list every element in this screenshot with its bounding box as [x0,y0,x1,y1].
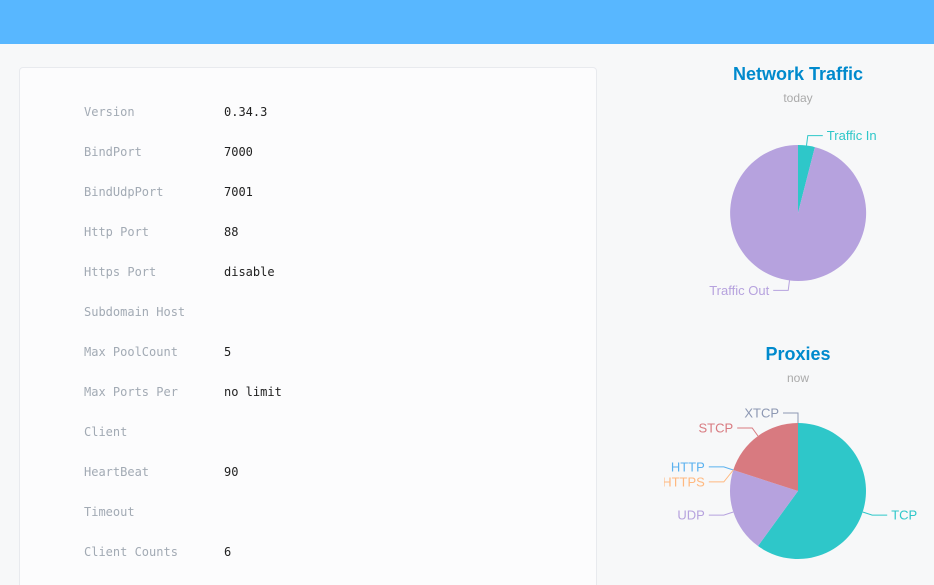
server-info-table: Version 0.34.3 BindPort 7000 BindUdpPort 7001… [84,92,282,585]
table-row: Https Port disable [84,252,282,292]
config-value: 0.34.3 [224,105,268,119]
pie-label-line [737,427,759,437]
config-label: Client Counts [84,545,178,559]
pie-label: STCP [699,421,734,436]
pie-slice-stcp[interactable] [733,423,798,491]
config-label: HeartBeat Timeout [84,465,150,519]
config-label: Http Port [84,225,150,239]
pie-label: HTTPS [664,474,705,489]
table-row: HeartBeat Timeout 90 [84,452,282,532]
config-value: disable [224,265,275,279]
pie-label: TCP [891,508,917,523]
config-label: Current Connections [84,572,224,585]
pie-label-line [708,511,734,516]
config-value: 5 [224,345,232,359]
config-value: no limit [224,385,282,399]
config-label: Https Port [84,265,157,279]
chart-subtitle: today [783,91,813,105]
pie-label-line [773,280,790,291]
pie-label: HTTP [671,459,705,474]
config-label: Version [84,105,135,119]
table-row: Http Port 88 [84,212,282,252]
table-row: Max PoolCount 5 [84,332,282,372]
pie-slice-traffic-out[interactable] [730,145,867,281]
table-row: Current Connections124 [84,572,282,585]
table-row: BindUdpPort 7001 [84,172,282,212]
config-value [224,292,282,332]
table-row: Version 0.34.3 [84,92,282,132]
pie-label: Traffic In [827,128,877,143]
table-row: BindPort 7000 [84,132,282,172]
chart-subtitle: now [786,371,809,385]
config-label: Max Ports Per Client [84,385,178,439]
config-value: 88 [224,225,239,239]
pie-label-line [783,412,799,423]
config-label: BindUdpPort [84,185,164,199]
pie-slice-udp[interactable] [729,470,798,546]
app-header [0,0,934,44]
network-traffic-pie: Traffic In Traffic Out [709,128,877,298]
config-value: 6 [224,545,232,559]
config-value: 90 [224,465,239,479]
config-value: 7001 [224,185,253,199]
pie-label: Traffic Out [709,283,769,298]
server-info-card: Version 0.34.3 BindPort 7000 BindUdpPort 7001… [19,67,597,585]
pie-label: UDP [677,508,704,523]
table-row: Subdomain Host [84,292,282,332]
config-value: 7000 [224,145,253,159]
pie-label: XTCP [744,406,779,421]
pie-slice-tcp[interactable] [758,423,866,559]
pie-slice-traffic-in[interactable] [798,144,815,213]
chart-title: Proxies [765,344,831,364]
pie-label-line [862,511,888,516]
config-label: Subdomain Host [84,305,186,319]
pie-label-line [806,135,823,146]
network-traffic-chart: Network Traffic today Traffic In Traffic … [664,62,932,308]
pie-label-line [708,469,734,483]
pie-label-line [708,466,734,471]
config-label: Max PoolCount [84,345,178,359]
config-label: BindPort [84,145,142,159]
chart-title: Network Traffic [732,64,864,84]
table-row: Max Ports Per Client no limit [84,372,282,452]
proxies-chart: Proxies now TCP UDP HTTP HTTPS STCP XTCP [664,342,932,584]
config-value: 124 [224,572,282,585]
table-row: Client Counts 6 [84,532,282,572]
server-info-table-body: Version 0.34.3 BindPort 7000 BindUdpPort 7001… [84,92,282,585]
